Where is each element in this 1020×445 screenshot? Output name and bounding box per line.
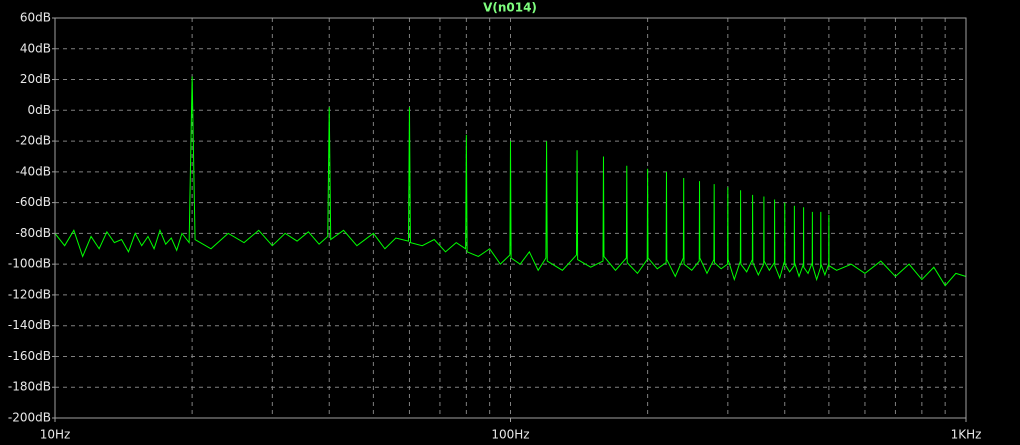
spectrum-line	[54, 76, 967, 287]
x-tick-label: 1KHz	[951, 428, 982, 442]
y-tick-label: -40dB	[16, 164, 51, 178]
y-tick-label: 20dB	[20, 72, 51, 86]
y-tick-label: 60dB	[20, 11, 51, 25]
x-tick-label: 100Hz	[491, 428, 529, 442]
plot-frame	[54, 17, 967, 419]
y-tick-label: -160dB	[8, 349, 51, 363]
y-tick-label: -60dB	[16, 195, 51, 209]
y-tick-label: -120dB	[8, 287, 51, 301]
x-tick-label: 10Hz	[40, 428, 71, 442]
y-tick-label: -140dB	[8, 318, 51, 332]
y-tick-label: 40dB	[20, 41, 51, 55]
y-tick-label: 0dB	[28, 103, 51, 117]
y-tick-label: -180dB	[8, 380, 51, 394]
y-tick-label: -80dB	[16, 226, 51, 240]
y-tick-label: -200dB	[8, 411, 51, 425]
chart-title: V(n014)	[483, 1, 537, 15]
y-tick-label: -20dB	[16, 134, 51, 148]
y-tick-label: -100dB	[8, 257, 51, 271]
